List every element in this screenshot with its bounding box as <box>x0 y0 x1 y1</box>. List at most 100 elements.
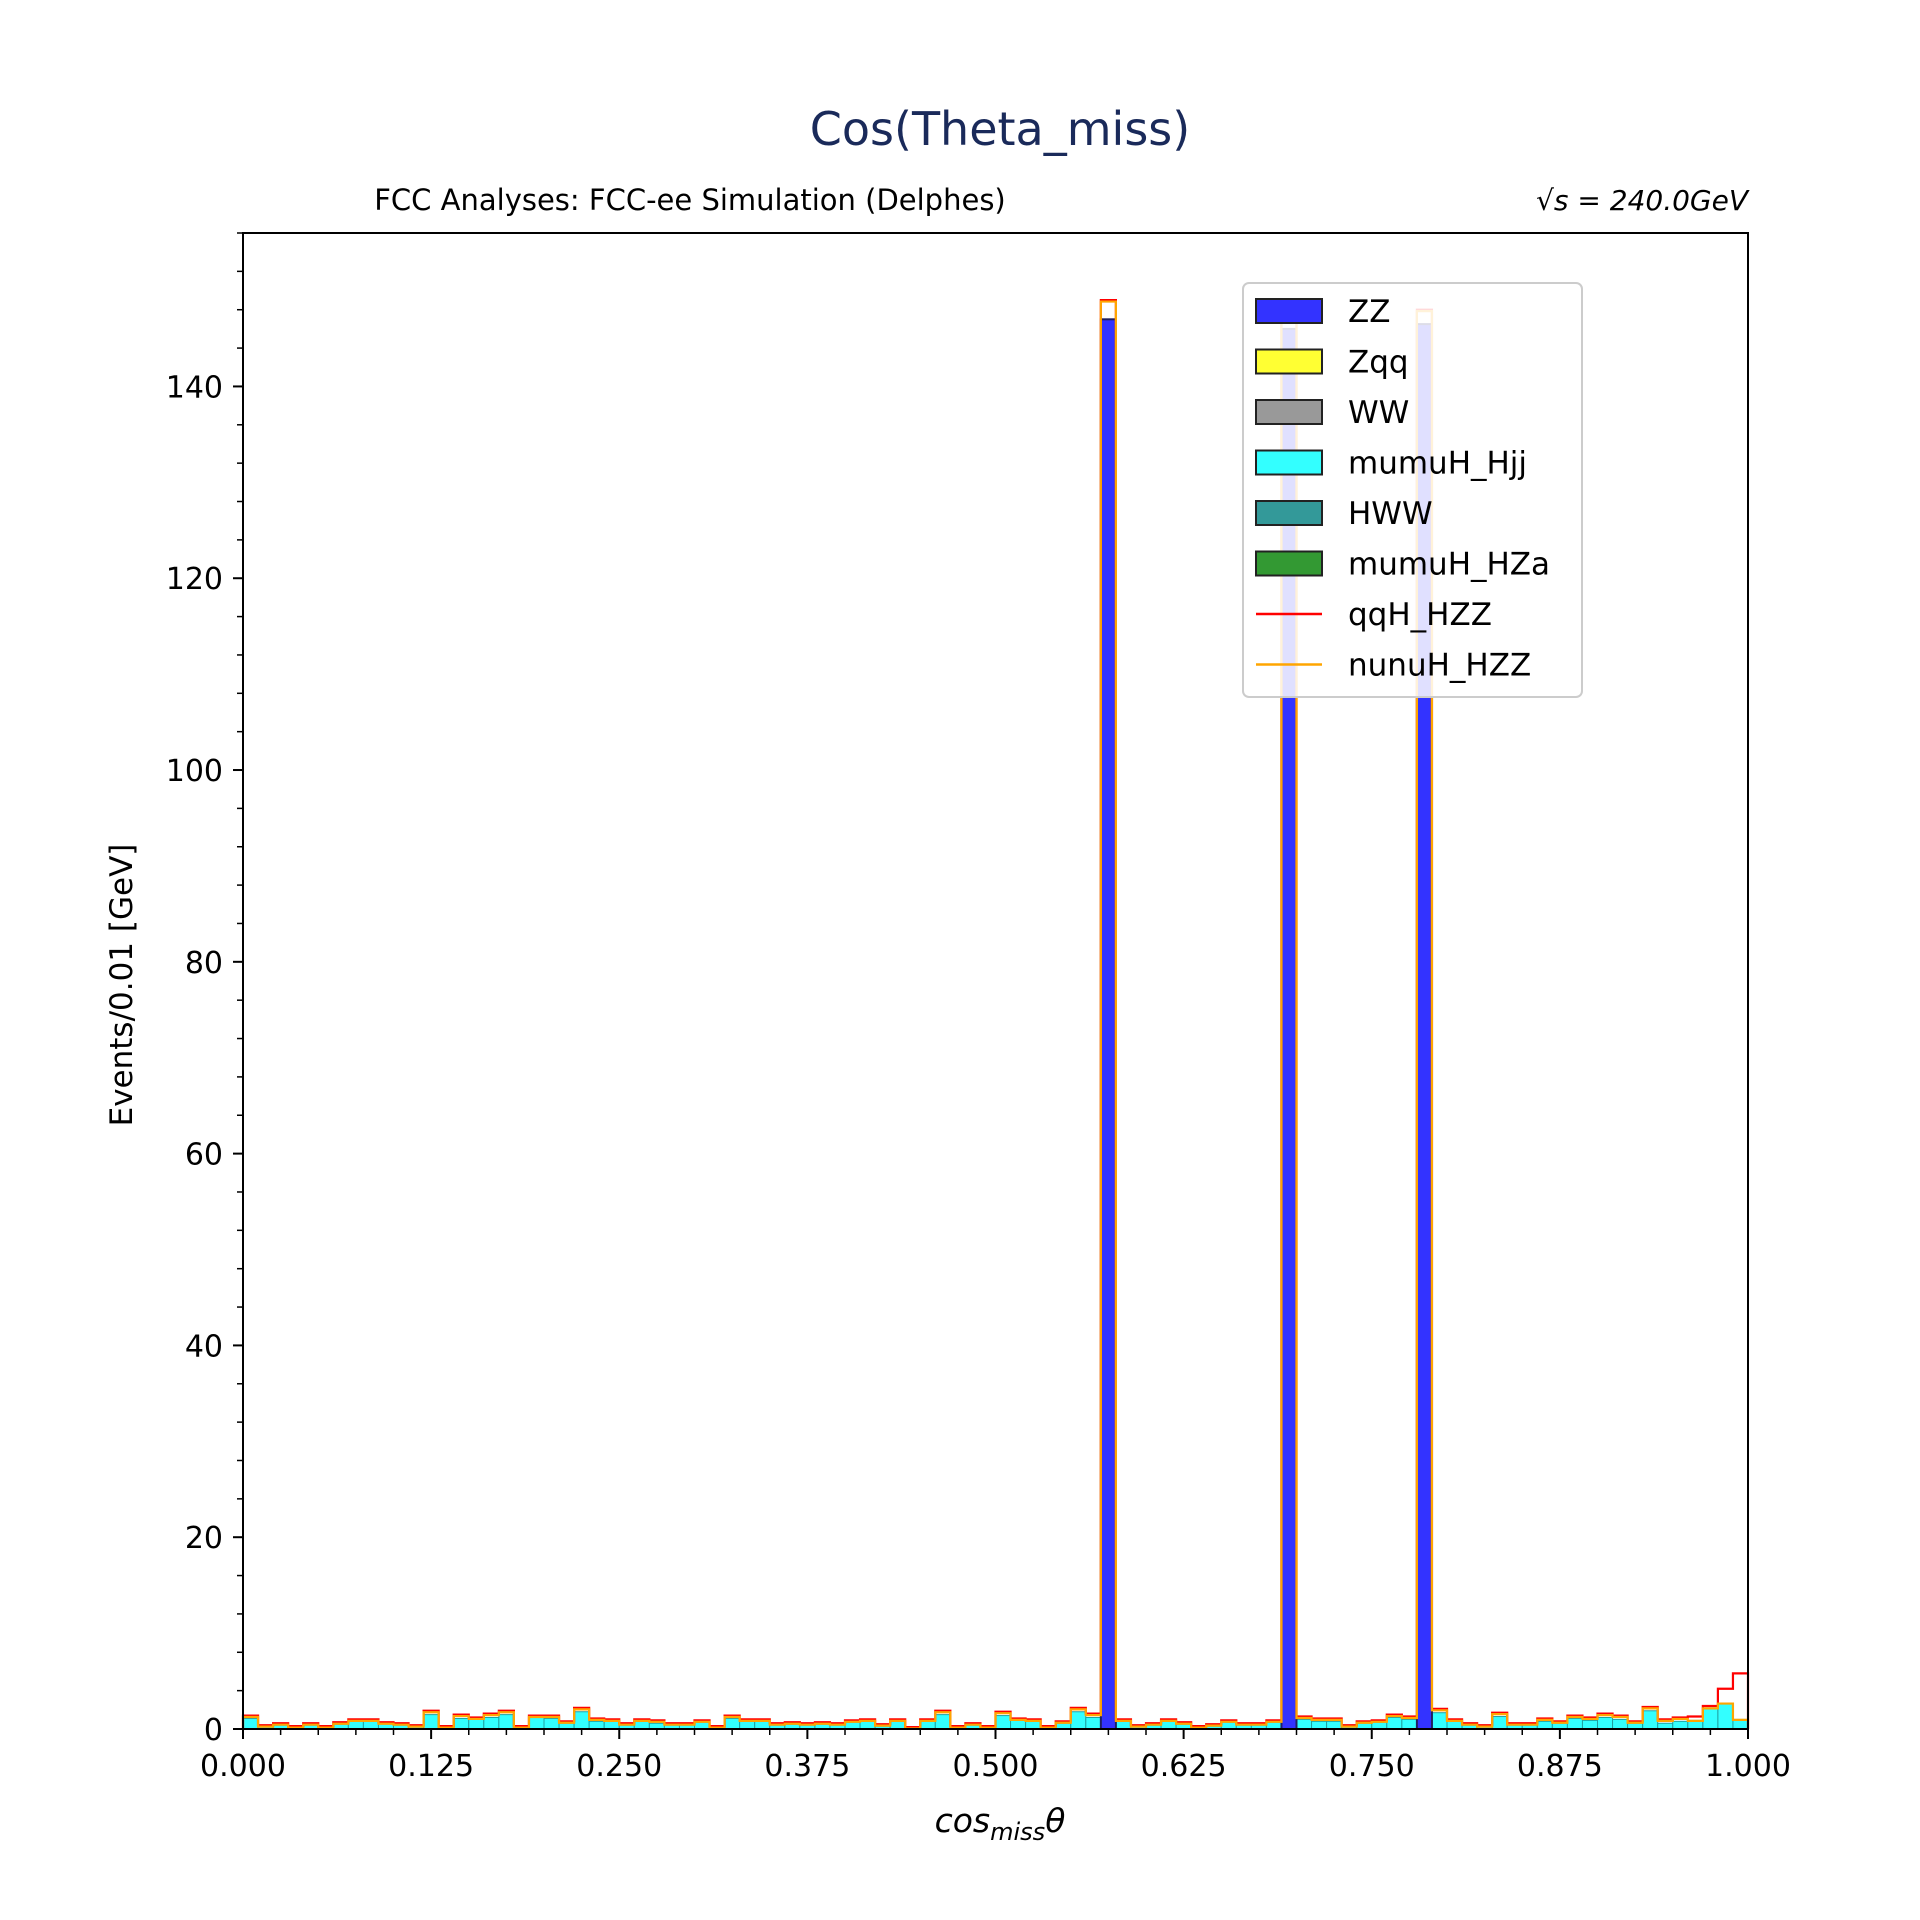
histogram-bar-mumuH_Hjj <box>1220 1721 1237 1730</box>
legend-label: mumuH_HZa <box>1348 547 1550 583</box>
x-tick-label: 0.875 <box>1517 1749 1603 1784</box>
histogram-bar-mumuH_Hjj <box>543 1717 560 1730</box>
legend-box <box>1242 282 1583 698</box>
histogram-bar-mumuH_Hjj <box>1612 1718 1629 1730</box>
x-tick-label: 0.500 <box>953 1749 1039 1784</box>
histogram-bar-mumuH_Hjj <box>453 1717 470 1730</box>
histogram-bar-mumuH_Hjj <box>347 1720 364 1730</box>
histogram-bar-mumuH_Hjj <box>1491 1716 1508 1730</box>
histogram-bar-mumuH_Hjj <box>934 1714 951 1730</box>
legend-item: ZZ <box>1255 294 1390 330</box>
histogram-bar-mumuH_Hjj <box>724 1717 741 1730</box>
histogram-bar-mumuH_Hjj <box>919 1720 936 1730</box>
legend-swatch-HWW <box>1255 500 1323 526</box>
histogram-bar-mumuH_Hjj <box>694 1721 711 1730</box>
histogram-bar-mumuH_Hjj <box>1371 1721 1388 1730</box>
histogram-line-nunuH_HZZ <box>241 300 1750 1730</box>
legend-item: mumuH_HZa <box>1255 547 1550 583</box>
legend-item: Zqq <box>1255 345 1409 381</box>
legend-label: HWW <box>1348 496 1433 532</box>
legend-label: nunuH_HZZ <box>1348 648 1531 684</box>
legend: ZZ Zqq WW mumuH_Hjj HWW mumuH_HZa qqH_HZZ nunuH… <box>1242 282 1583 698</box>
legend-swatch-Zqq <box>1255 348 1323 375</box>
histogram-bar-mumuH_Hjj <box>1265 1721 1282 1730</box>
histogram-bar-mumuH_Hjj <box>995 1715 1012 1730</box>
chart-title: Cos(Theta_miss) <box>810 102 1190 156</box>
histogram-bar-mumuH_Hjj <box>1672 1720 1689 1730</box>
histogram-bar-mumuH_Hjj <box>1431 1712 1448 1730</box>
histogram-bar-mumuH_Hjj <box>1296 1718 1313 1730</box>
chart-subtitle-left: FCC Analyses: FCC-ee Simulation (Delphes… <box>374 183 1006 217</box>
histogram-bar-mumuH_Hjj <box>588 1720 605 1730</box>
legend-label: mumuH_Hjj <box>1348 446 1527 482</box>
x-tick-label: 0.125 <box>388 1749 474 1784</box>
histogram-bar-mumuH_Hjj <box>468 1718 485 1730</box>
histogram-bar-mumuH_Hjj <box>1010 1719 1027 1730</box>
y-tick-label: 0 <box>204 1713 223 1748</box>
histogram-bar-mumuH_Hjj <box>1326 1720 1343 1730</box>
histogram-bar-mumuH_Hjj <box>859 1720 876 1730</box>
legend-label: qqH_HZZ <box>1348 597 1492 633</box>
histogram-bar-mumuH_Hjj <box>1070 1711 1087 1730</box>
legend-item: nunuH_HZZ <box>1256 648 1531 684</box>
legend-label: ZZ <box>1348 294 1390 330</box>
histogram-bar-mumuH_Hjj <box>1536 1720 1553 1730</box>
histogram-bar-mumuH_Hjj <box>1597 1716 1614 1730</box>
histogram-bar-mumuH_Hjj <box>633 1720 650 1730</box>
x-tick-label: 0.375 <box>764 1749 850 1784</box>
histogram-bar-mumuH_Hjj <box>1025 1720 1042 1730</box>
histogram-bar-mumuH_Hjj <box>754 1720 771 1730</box>
histogram-bar-mumuH_Hjj <box>528 1716 545 1730</box>
legend-label: Zqq <box>1348 345 1409 381</box>
x-tick-label: 0.625 <box>1141 1749 1227 1784</box>
histogram-bar-mumuH_Hjj <box>1160 1720 1177 1730</box>
x-tick-label: 0.250 <box>576 1749 662 1784</box>
x-tick-label: 0.000 <box>200 1749 286 1784</box>
x-tick-label: 1.000 <box>1705 1749 1791 1784</box>
y-tick-label: 120 <box>166 562 223 597</box>
legend-item: mumuH_Hjj <box>1255 446 1527 482</box>
y-axis-label: Events/0.01 [GeV] <box>104 844 140 1127</box>
histogram-bar-mumuH_Hjj <box>1642 1710 1659 1730</box>
histogram-bar-mumuH_Hjj <box>1717 1702 1734 1730</box>
y-tick-label: 100 <box>166 754 223 789</box>
legend-swatch-mumuH_HZa <box>1255 550 1323 577</box>
histogram-bar-mumuH_Hjj <box>498 1714 515 1730</box>
legend-item: WW <box>1255 395 1409 431</box>
legend-item: HWW <box>1255 496 1433 532</box>
histogram-line-qqH_HZZ <box>241 299 1750 1729</box>
chart-subtitle-right: √s = 240.0GeV <box>1536 184 1750 217</box>
x-tick-label: 0.750 <box>1329 1749 1415 1784</box>
histogram-bar-zz <box>1099 318 1117 1730</box>
histogram-bar-mumuH_Hjj <box>1446 1720 1463 1730</box>
y-tick-label: 40 <box>185 1329 223 1364</box>
legend-swatch-mumuH_Hjj <box>1255 449 1323 476</box>
legend-swatch-ZZ <box>1255 298 1323 324</box>
legend-item: qqH_HZZ <box>1256 597 1492 633</box>
histogram-bar-mumuH_Hjj <box>603 1720 620 1730</box>
y-tick-label: 60 <box>185 1138 223 1173</box>
histogram-bar-mumuH_Hjj <box>1085 1716 1102 1730</box>
histogram-bar-mumuH_Hjj <box>844 1721 861 1730</box>
histogram-bar-mumuH_Hjj <box>1566 1717 1583 1730</box>
histogram-bar-mumuH_Hjj <box>1311 1720 1328 1730</box>
histogram-bar-mumuH_Hjj <box>889 1720 906 1730</box>
histogram-bar-mumuH_Hjj <box>362 1720 379 1730</box>
histogram-bar-mumuH_Hjj <box>1702 1707 1719 1730</box>
histogram-bar-mumuH_Hjj <box>1386 1716 1403 1730</box>
histogram-bar-mumuH_Hjj <box>1401 1718 1418 1730</box>
histogram-bar-mumuH_Hjj <box>483 1716 500 1730</box>
histogram-bar-mumuH_Hjj <box>573 1711 590 1730</box>
histogram-bar-mumuH_Hjj <box>1581 1719 1598 1730</box>
y-tick-label: 20 <box>185 1521 223 1556</box>
histogram-bar-mumuH_Hjj <box>242 1717 259 1730</box>
y-tick-label: 140 <box>166 370 223 405</box>
histogram-bar-mumuH_Hjj <box>423 1714 440 1730</box>
histogram-bar-mumuH_Hjj <box>1115 1720 1132 1730</box>
legend-label: WW <box>1348 395 1409 431</box>
y-tick-label: 80 <box>185 946 223 981</box>
histogram-bar-mumuH_Hjj <box>739 1720 756 1730</box>
legend-swatch-WW <box>1255 399 1323 425</box>
x-axis-label: cosmissθ <box>935 1801 1066 1846</box>
